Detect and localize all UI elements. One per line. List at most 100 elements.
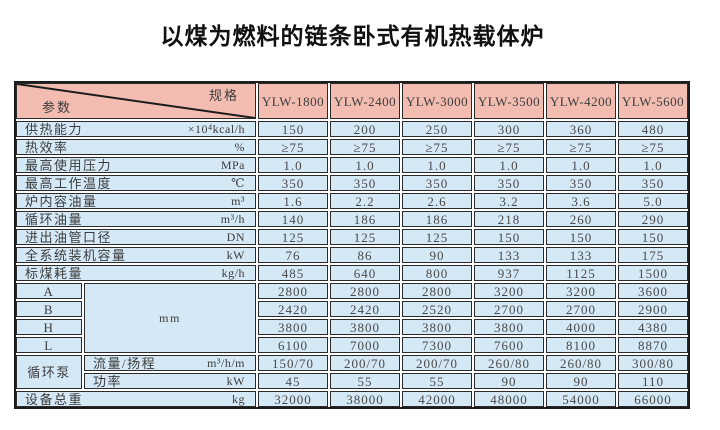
param-unit: kW [226, 374, 245, 388]
value-cell: ≥75 [474, 139, 544, 155]
value-cell: 2700 [474, 301, 544, 317]
value-cell: 1.0 [474, 157, 544, 173]
value-cell: 2420 [258, 301, 328, 317]
value-cell: 42000 [402, 391, 472, 407]
page-title: 以煤为燃料的链条卧式有机热载体炉 [160, 23, 545, 49]
param-unit: MPa [220, 158, 245, 172]
model-header-ylw-1800: YLW-1800 [258, 83, 328, 119]
value-cell: 54000 [546, 391, 616, 407]
value-cell: 125 [402, 229, 472, 245]
value-cell: 7300 [402, 337, 472, 353]
value-cell: 2800 [258, 283, 328, 299]
value-cell: 1.0 [330, 157, 400, 173]
param-cell-furnace-oil-volume: 炉内容油量 m³ [16, 193, 256, 209]
model-header-ylw-5600: YLW-5600 [618, 83, 688, 119]
value-cell: ≥75 [402, 139, 472, 155]
model-header-ylw-2400: YLW-2400 [330, 83, 400, 119]
value-cell: 350 [618, 175, 688, 191]
param-name: 标煤耗量 [25, 265, 84, 281]
value-cell: 55 [402, 373, 472, 389]
value-cell: 3.2 [474, 193, 544, 209]
value-cell: 2700 [546, 301, 616, 317]
value-cell: 133 [546, 247, 616, 263]
param-cell-coal-consumption: 标煤耗量 kg/h [16, 265, 256, 281]
value-cell: 260/80 [546, 355, 616, 371]
value-cell: 3200 [474, 283, 544, 299]
value-cell: 5.0 [618, 193, 688, 209]
value-cell: 32000 [258, 391, 328, 407]
value-cell: 480 [618, 121, 688, 137]
value-cell: ≥75 [618, 139, 688, 155]
value-cell: 3.6 [546, 193, 616, 209]
value-cell: 218 [474, 211, 544, 227]
value-cell: 350 [258, 175, 328, 191]
value-cell: 300/80 [618, 355, 688, 371]
value-cell: 125 [258, 229, 328, 245]
param-label: 参数 [42, 100, 73, 115]
value-cell: 2800 [330, 283, 400, 299]
value-cell: 1125 [546, 265, 616, 281]
param-cell-heating-capacity: 供热能力 ×10⁴kcal/h [16, 121, 256, 137]
param-name: 供热能力 [25, 121, 84, 137]
diagonal-divider-line [17, 84, 255, 118]
value-cell: 2.2 [330, 193, 400, 209]
param-name: 循环油量 [25, 211, 84, 227]
value-cell: 1500 [618, 265, 688, 281]
value-cell: 2520 [402, 301, 472, 317]
param-unit: kg/h [221, 266, 245, 280]
value-cell: 6100 [258, 337, 328, 353]
value-cell: 76 [258, 247, 328, 263]
value-cell: ≥75 [546, 139, 616, 155]
value-cell: 38000 [330, 391, 400, 407]
value-cell: 133 [474, 247, 544, 263]
value-cell: 360 [546, 121, 616, 137]
value-cell: 1.0 [258, 157, 328, 173]
value-cell: 2900 [618, 301, 688, 317]
param-cell-max-working-temperature: 最高工作温度 ℃ [16, 175, 256, 191]
value-cell: 260/80 [474, 355, 544, 371]
value-cell: 2420 [330, 301, 400, 317]
param-name: 进出油管口径 [25, 229, 113, 245]
value-cell: 640 [330, 265, 400, 281]
value-cell: 7600 [474, 337, 544, 353]
value-cell: 350 [402, 175, 472, 191]
param-unit: m³ [231, 194, 245, 208]
value-cell: 200/70 [402, 355, 472, 371]
value-cell: 175 [618, 247, 688, 263]
value-cell: 150 [474, 229, 544, 245]
param-name: 最高使用压力 [25, 157, 113, 173]
value-cell: 150 [618, 229, 688, 245]
value-cell: 150/70 [258, 355, 328, 371]
param-name: 流量/扬程 [93, 355, 157, 371]
param-unit: kg [232, 392, 245, 406]
value-cell: 150 [546, 229, 616, 245]
param-cell-pump-flow-head: 流量/扬程 m³/h/m [84, 355, 256, 371]
param-unit: ×10⁴kcal/h [187, 122, 245, 136]
value-cell: 200/70 [330, 355, 400, 371]
value-cell: 350 [474, 175, 544, 191]
value-cell: 3800 [474, 319, 544, 335]
value-cell: 260 [546, 211, 616, 227]
value-cell: 937 [474, 265, 544, 281]
param-name: 热效率 [25, 139, 69, 155]
param-cell-max-working-pressure: 最高使用压力 MPa [16, 157, 256, 173]
dimension-label-b: B [16, 301, 82, 317]
value-cell: 45 [258, 373, 328, 389]
value-cell: 3800 [258, 319, 328, 335]
value-cell: ≥75 [330, 139, 400, 155]
spec-label: 规格 [208, 88, 239, 103]
page: 以煤为燃料的链条卧式有机热载体炉 规格 参数 YLW-1800 YLW-2400… [0, 17, 720, 430]
value-cell: 8870 [618, 337, 688, 353]
param-unit: % [234, 140, 245, 154]
value-cell: 186 [330, 211, 400, 227]
dimension-unit-cell: mm [84, 283, 256, 353]
value-cell: 350 [546, 175, 616, 191]
value-cell: 250 [402, 121, 472, 137]
model-header-ylw-4200: YLW-4200 [546, 83, 616, 119]
param-name: 全系统装机容量 [25, 247, 127, 263]
param-cell-system-installed-power: 全系统装机容量 kW [16, 247, 256, 263]
param-unit: DN [226, 230, 245, 244]
value-cell: 2800 [402, 283, 472, 299]
value-cell: 90 [402, 247, 472, 263]
value-cell: 3800 [330, 319, 400, 335]
